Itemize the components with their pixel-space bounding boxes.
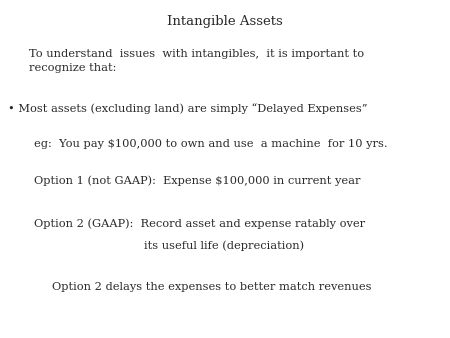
Text: To understand  issues  with intangibles,  it is important to
recognize that:: To understand issues with intangibles, i… bbox=[29, 49, 365, 73]
Text: Option 2 (GAAP):  Record asset and expense ratably over: Option 2 (GAAP): Record asset and expens… bbox=[34, 218, 365, 228]
Text: • Most assets (excluding land) are simply “Delayed Expenses”: • Most assets (excluding land) are simpl… bbox=[8, 103, 368, 114]
Text: Option 2 delays the expenses to better match revenues: Option 2 delays the expenses to better m… bbox=[52, 282, 371, 292]
Text: Option 1 (not GAAP):  Expense $100,000 in current year: Option 1 (not GAAP): Expense $100,000 in… bbox=[34, 176, 360, 186]
Text: Intangible Assets: Intangible Assets bbox=[167, 15, 283, 28]
Text: eg:  You pay $100,000 to own and use  a machine  for 10 yrs.: eg: You pay $100,000 to own and use a ma… bbox=[34, 139, 387, 149]
Text: its useful life (depreciation): its useful life (depreciation) bbox=[144, 240, 304, 250]
